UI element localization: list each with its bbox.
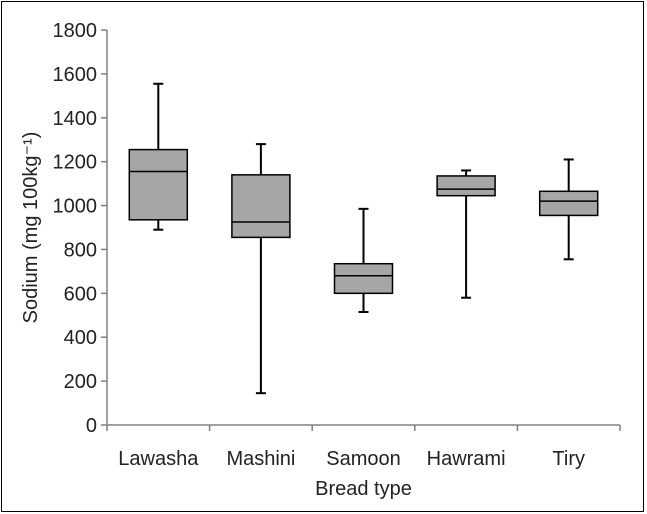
y-axis: 0 200 400 600 800 1000 1200 1400 1600 1800 bbox=[53, 20, 108, 437]
y-tick-label: 1400 bbox=[53, 108, 98, 130]
y-tick-label: 400 bbox=[64, 327, 97, 349]
box-hawrami bbox=[436, 169, 496, 299]
x-tick-label: Lawasha bbox=[118, 448, 199, 470]
iqr-box bbox=[538, 190, 599, 217]
box-mashini bbox=[231, 143, 291, 395]
x-axis: Lawasha Mashini Samoon Hawrami Tiry bbox=[106, 424, 621, 470]
y-tick-label: 0 bbox=[86, 415, 97, 437]
box-lawasha bbox=[128, 82, 189, 231]
iqr-box bbox=[333, 262, 394, 295]
y-tick-label: 600 bbox=[64, 283, 97, 305]
iqr-box bbox=[436, 175, 496, 197]
x-axis-title: Bread type bbox=[315, 478, 412, 500]
x-tick-label: Samoon bbox=[326, 448, 401, 470]
y-tick-label: 800 bbox=[64, 239, 97, 261]
y-tick-label: 1800 bbox=[53, 20, 98, 42]
y-tick-label: 1000 bbox=[53, 196, 98, 218]
iqr-box bbox=[231, 174, 291, 239]
y-axis-title: Sodium (mg 100kg⁻¹) bbox=[20, 132, 42, 324]
y-tick-label: 200 bbox=[64, 371, 97, 393]
y-tick-label: 1600 bbox=[53, 64, 98, 86]
y-tick-label: 1200 bbox=[53, 152, 98, 174]
box-tiry bbox=[538, 158, 599, 261]
x-tick-label: Hawrami bbox=[427, 448, 506, 470]
x-tick-label: Tiry bbox=[552, 448, 585, 470]
x-tick-label: Mashini bbox=[226, 448, 295, 470]
box-samoon bbox=[333, 207, 394, 313]
iqr-box bbox=[128, 148, 189, 221]
boxes bbox=[128, 82, 599, 395]
